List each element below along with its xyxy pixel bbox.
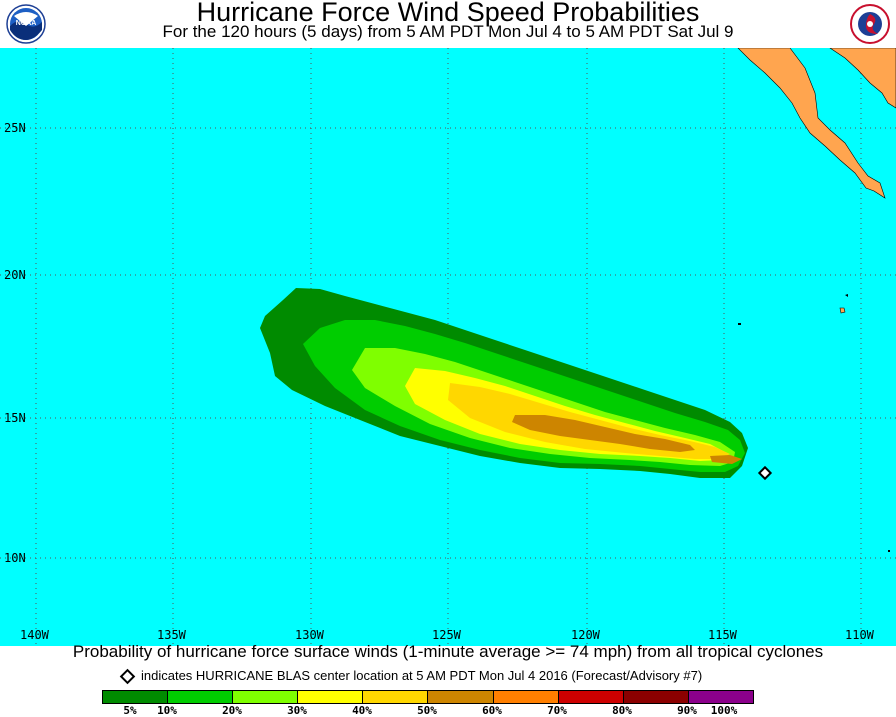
legend-label: 20%: [222, 704, 242, 717]
legend-label: 5%: [123, 704, 137, 717]
storm-center-marker: [757, 465, 773, 481]
legend-swatch: [688, 691, 753, 703]
page-title: Hurricane Force Wind Speed Probabilities: [196, 0, 700, 27]
legend-label: 10%: [157, 704, 177, 717]
page-subtitle: For the 120 hours (5 days) from 5 AM PDT…: [162, 22, 734, 41]
probability-map: 25N 20N 15N 10N 140W 135W 130W 125W 120W…: [0, 48, 896, 646]
legend-label: 90%: [677, 704, 697, 717]
legend-label: 30%: [287, 704, 307, 717]
lat-label: 10N: [4, 551, 26, 565]
noaa-logo-text: NOAA: [16, 20, 37, 27]
storm-center-note: indicates HURRICANE BLAS center location…: [119, 668, 703, 685]
legend-swatch: [298, 691, 364, 703]
legend-label: 100%: [710, 704, 738, 717]
island: [738, 323, 741, 325]
legend-label: 60%: [482, 704, 502, 717]
contour-50pct-tip: [710, 455, 742, 464]
map-canvas: [0, 48, 896, 646]
footer: Probability of hurricane force surface w…: [0, 642, 896, 717]
storm-center-text: indicates HURRICANE BLAS center location…: [141, 668, 703, 683]
lon-label: 120W: [571, 628, 600, 642]
lon-label: 115W: [708, 628, 737, 642]
legend-swatch: [103, 691, 169, 703]
contour-50pct: [512, 415, 695, 452]
lon-label: 130W: [295, 628, 324, 642]
legend-swatch: [233, 691, 299, 703]
lon-label: 140W: [20, 628, 49, 642]
lon-label: 110W: [845, 628, 874, 642]
legend-label: 80%: [612, 704, 632, 717]
land-mass: [737, 48, 896, 552]
legend-swatch: [558, 691, 624, 703]
header: NOAA Hurricane Force Wind Speed Probabil…: [0, 0, 896, 48]
legend-swatch: [623, 691, 689, 703]
color-legend: [102, 690, 754, 704]
lon-label: 135W: [157, 628, 186, 642]
lat-label: 15N: [4, 411, 26, 425]
legend-swatch: [363, 691, 429, 703]
probability-swath: [260, 288, 748, 478]
baja-california: [737, 48, 886, 199]
diamond-icon: [119, 668, 136, 685]
legend-swatch: [493, 691, 559, 703]
island: [839, 307, 846, 314]
island: [888, 550, 890, 552]
legend-label: 40%: [352, 704, 372, 717]
mainland-mexico: [829, 48, 896, 109]
legend-swatch: [168, 691, 234, 703]
lat-label: 25N: [4, 121, 26, 135]
nws-logo-icon: [850, 4, 890, 44]
island: [845, 294, 848, 297]
lon-label: 125W: [432, 628, 461, 642]
legend-swatch: [428, 691, 494, 703]
map-description: Probability of hurricane force surface w…: [72, 642, 824, 661]
legend-label: 70%: [547, 704, 567, 717]
noaa-logo-icon: NOAA: [6, 4, 46, 44]
lat-label: 20N: [4, 268, 26, 282]
legend-label: 50%: [417, 704, 437, 717]
